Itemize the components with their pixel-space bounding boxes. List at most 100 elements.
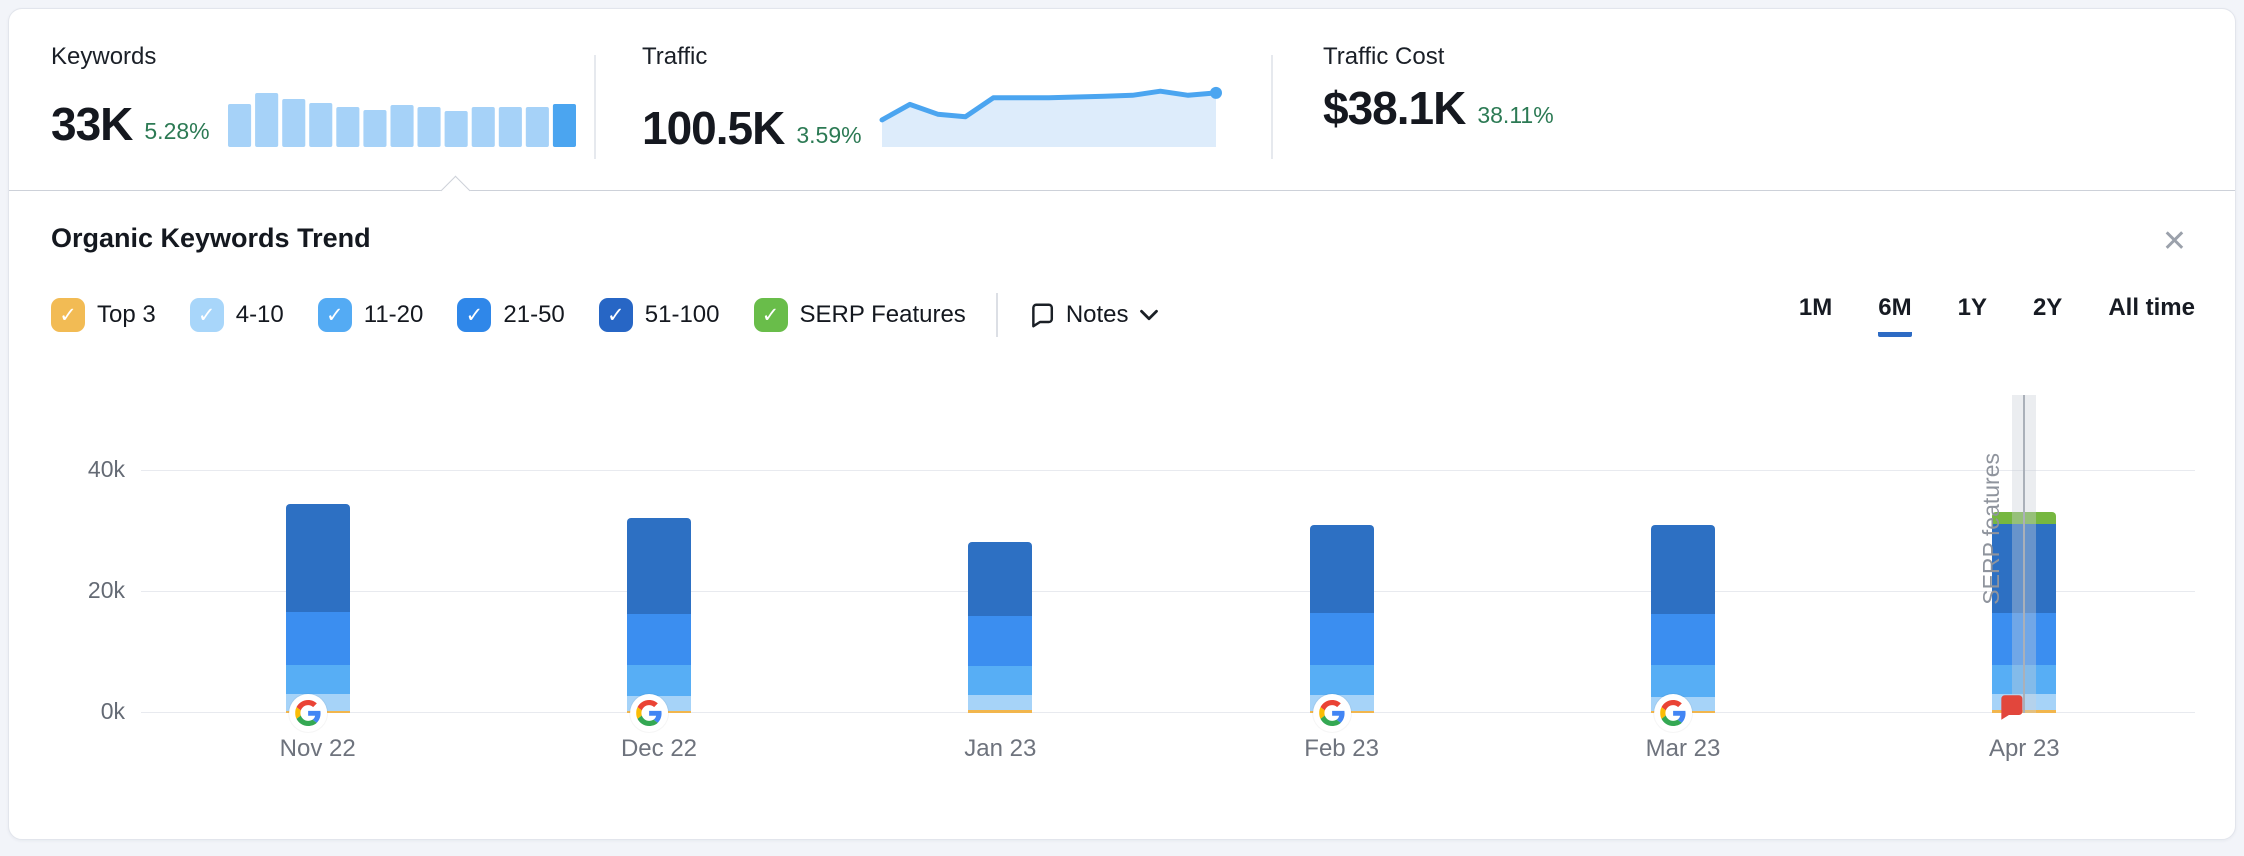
notes-label: Notes	[1065, 301, 1129, 328]
bar-segment-11-20	[285, 664, 350, 694]
organic-keywords-trend-panel: Organic Keywords Trend ✕ ✓ Top 3 ✓ 4-10 …	[9, 191, 2235, 763]
legend-item-label: Top 3	[97, 301, 156, 328]
checkbox-checked-icon: ✓	[753, 298, 788, 332]
gridline	[141, 591, 2195, 592]
checkbox-checked-icon: ✓	[51, 298, 85, 332]
bar-segment-51-100	[626, 518, 691, 614]
x-axis: Nov 22 Dec 22 Jan 23 Feb 23 Mar 23 Apr 23	[147, 735, 2195, 763]
notes-dropdown[interactable]: Notes	[1028, 301, 1159, 329]
legend-item-label: SERP Features	[799, 301, 966, 328]
google-icon[interactable]	[1312, 694, 1351, 732]
stacked-bar[interactable]	[285, 504, 350, 713]
traffic-cost-label: Traffic Cost	[1323, 43, 1445, 70]
chart-plot-area: 0k 20k 40k SERP features	[88, 395, 2195, 732]
bar-segment-top-3	[968, 710, 1033, 713]
range-tab[interactable]: 1Y	[1957, 293, 1987, 321]
bar-segment-21-50	[968, 616, 1033, 666]
serp-features-rotated-label: SERP features	[1978, 453, 2005, 605]
range-tab[interactable]: 1M	[1798, 293, 1833, 321]
x-axis-label: Mar 23	[1645, 735, 1721, 762]
x-axis-label: Jan 23	[964, 735, 1037, 762]
bar-segment-11-20	[1650, 665, 1715, 697]
x-axis-label: Feb 23	[1304, 735, 1379, 762]
legend-checkbox-item[interactable]: ✓ 21-50	[457, 298, 565, 332]
metric-traffic[interactable]: Traffic 100.5K 3.59%	[596, 9, 1271, 190]
legend-checkbox-item[interactable]: ✓ Top 3	[51, 298, 156, 332]
bar-segment-11-20	[1309, 665, 1374, 695]
stacked-bar[interactable]	[1650, 524, 1715, 713]
gridline	[141, 712, 2195, 713]
highlight-vertical-line	[2023, 395, 2026, 713]
date-range-tabs: 1M 6M 1Y 2Y All time	[1799, 294, 2195, 337]
bar-segment-21-50	[1309, 613, 1374, 666]
y-axis-tick-label: 40k	[87, 456, 125, 482]
position-legend: ✓ Top 3 ✓ 4-10 ✓ 11-20 ✓ 21-50 ✓ 51-100 …	[51, 298, 966, 332]
legend-item-label: 21-50	[503, 301, 565, 328]
organic-research-card: Keywords 33K 5.28% Traffic 100.5K 3.59% …	[8, 8, 2236, 840]
traffic-label: Traffic	[642, 43, 708, 70]
stacked-bar[interactable]	[1309, 525, 1374, 713]
checkbox-checked-icon: ✓	[457, 298, 492, 332]
bar-column-apr-23: SERP features	[1854, 395, 2195, 720]
legend-checkbox-item[interactable]: ✓ SERP Features	[753, 298, 966, 332]
google-icon[interactable]	[1654, 694, 1693, 732]
keywords-value: 33K	[51, 98, 133, 150]
range-tab[interactable]: 2Y	[2032, 293, 2063, 321]
controls-divider	[995, 293, 998, 337]
stacked-bar[interactable]	[968, 541, 1033, 713]
x-axis-label: Apr 23	[1988, 735, 2060, 762]
bar-column-mar-23	[1512, 395, 1853, 732]
traffic-cost-value: $38.1K	[1323, 82, 1466, 134]
bar-column-nov-22	[147, 395, 488, 732]
bar-column-dec-22	[488, 395, 829, 732]
note-marker-icon[interactable]	[1995, 690, 2027, 729]
keywords-sparkline-chart	[227, 93, 576, 147]
google-icon[interactable]	[630, 694, 669, 732]
bar-segment-4-10	[968, 694, 1033, 710]
legend-checkbox-item[interactable]: ✓ 4-10	[189, 298, 284, 332]
metric-traffic-cost[interactable]: Traffic Cost $38.1K 38.11%	[1273, 9, 2235, 190]
legend-item-label: 4-10	[235, 301, 284, 328]
bar-column-feb-23	[1171, 395, 1512, 732]
gridline	[141, 470, 2195, 471]
bar-segment-51-100	[285, 504, 350, 612]
chart-controls: ✓ Top 3 ✓ 4-10 ✓ 11-20 ✓ 21-50 ✓ 51-100 …	[51, 293, 2195, 337]
traffic-value: 100.5K	[642, 102, 785, 154]
bar-segment-51-100	[968, 541, 1033, 617]
range-tab[interactable]: 6M	[1878, 294, 1912, 337]
note-flag-icon	[1031, 303, 1053, 328]
x-axis-label: Dec 22	[620, 735, 698, 762]
legend-checkbox-item[interactable]: ✓ 11-20	[317, 298, 424, 332]
keywords-change: 5.28%	[144, 118, 210, 144]
metrics-strip: Keywords 33K 5.28% Traffic 100.5K 3.59% …	[9, 9, 2235, 206]
legend-item-label: 51-100	[644, 301, 720, 328]
metric-divider	[594, 54, 596, 159]
bar-column-jan-23	[830, 395, 1171, 713]
close-icon[interactable]: ✕	[2161, 225, 2187, 258]
bar-segment-11-20	[626, 665, 691, 696]
bar-segment-21-50	[1650, 613, 1715, 666]
legend-item-label: 11-20	[363, 301, 424, 328]
bar-segment-51-100	[1650, 524, 1715, 614]
keywords-label: Keywords	[51, 43, 157, 70]
stacked-bar[interactable]	[626, 518, 691, 713]
google-icon[interactable]	[288, 694, 327, 732]
bar-segment-51-100	[1309, 525, 1374, 614]
bar-segment-21-50	[285, 611, 350, 665]
chevron-down-icon	[1139, 309, 1158, 321]
metric-keywords[interactable]: Keywords 33K 5.28%	[9, 9, 594, 190]
metric-divider	[1271, 54, 1273, 159]
traffic-change: 3.59%	[796, 122, 862, 148]
range-tab[interactable]: All time	[2108, 293, 2195, 321]
traffic-cost-change: 38.11%	[1477, 102, 1554, 128]
panel-title: Organic Keywords Trend	[51, 223, 371, 253]
traffic-sparkline-chart	[879, 86, 1222, 147]
bar-segment-21-50	[626, 613, 691, 666]
y-axis-tick-label: 0k	[100, 698, 125, 724]
checkbox-checked-icon: ✓	[598, 298, 633, 332]
checkbox-checked-icon: ✓	[317, 298, 352, 332]
y-axis-tick-label: 20k	[87, 577, 125, 603]
legend-checkbox-item[interactable]: ✓ 51-100	[598, 298, 720, 332]
x-axis-label: Nov 22	[279, 735, 356, 762]
keywords-trend-chart: 0k 20k 40k SERP features Nov 22 Dec 22 Jan 23…	[51, 395, 2195, 763]
